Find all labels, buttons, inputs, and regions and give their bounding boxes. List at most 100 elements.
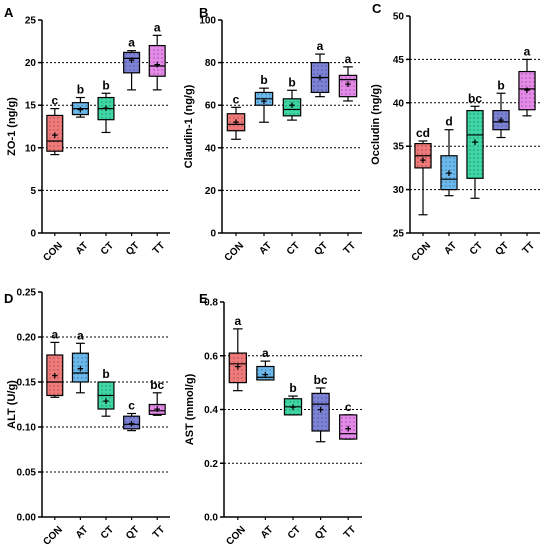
y-tick-label: 0.05 (17, 468, 37, 479)
y-tick-label: 0.6 (204, 351, 218, 362)
significance-letter: b (260, 73, 267, 87)
y-tick-label: 0.00 (17, 513, 37, 524)
box-TT: +a (148, 20, 166, 91)
x-tick-label: CT (285, 240, 302, 257)
significance-letter: b (102, 78, 109, 92)
y-tick-label: 40 (393, 98, 405, 109)
x-tick-label: CON (410, 240, 434, 264)
mean-marker: + (261, 96, 267, 108)
x-tick-label: QT (124, 240, 142, 258)
y-tick-label: 45 (393, 55, 405, 66)
significance-letter: b (288, 75, 295, 89)
significance-letter: a (154, 20, 161, 34)
y-axis-label: Claudin-1 (ng/g) (183, 84, 195, 168)
y-tick-label: 25 (25, 16, 37, 27)
x-tick-label: TT (151, 524, 167, 540)
box-CT: +b (97, 78, 115, 134)
y-axis-label: AST (mmol/g) (184, 373, 196, 445)
y-axis-label: ZO-1 (ng/g) (6, 97, 18, 156)
significance-letter: a (345, 52, 352, 66)
y-tick-label: 25 (393, 229, 405, 240)
box-AT: +b (254, 73, 274, 123)
x-tick-label: CT (468, 240, 485, 257)
box-pattern (339, 75, 357, 97)
y-tick-label: 20 (205, 186, 217, 197)
box-CON: +c (46, 94, 64, 156)
y-tick-label: 15 (25, 101, 37, 112)
mean-marker: + (154, 404, 160, 416)
x-tick-label: QT (124, 524, 142, 542)
mean-marker: + (289, 100, 295, 112)
significance-letter: a (317, 39, 324, 53)
mean-marker: + (317, 73, 323, 85)
mean-marker: + (420, 155, 426, 167)
significance-letter: a (51, 327, 58, 341)
significance-letter: c (128, 399, 135, 413)
x-tick-label: QT (493, 240, 511, 258)
significance-letter: c (345, 400, 352, 414)
box-pattern (149, 404, 166, 415)
mean-marker: + (154, 59, 160, 71)
box-pattern (229, 353, 247, 383)
x-tick-label: AT (74, 524, 91, 541)
box-CT: +b (97, 367, 115, 417)
mean-marker: + (345, 423, 351, 435)
mean-marker: + (233, 117, 239, 129)
y-tick-label: 0 (30, 229, 36, 240)
box-TT: +a (338, 52, 358, 102)
mean-marker: + (262, 370, 268, 382)
box-pattern (440, 155, 458, 190)
box-pattern (123, 416, 140, 429)
mean-marker: + (77, 104, 83, 116)
x-tick-label: AT (74, 240, 91, 257)
box-QT: +a (123, 36, 141, 91)
x-tick-label: AT (257, 240, 274, 257)
x-tick-label: CON (41, 524, 65, 548)
significance-letter: b (102, 367, 109, 381)
y-tick-label: 5 (30, 186, 36, 197)
significance-letter: a (77, 328, 84, 342)
y-tick-label: 0 (210, 229, 216, 240)
y-tick-label: 0.20 (17, 333, 37, 344)
box-pattern (518, 71, 536, 110)
x-tick-label: CON (223, 240, 247, 264)
x-tick-label: TT (151, 240, 167, 256)
box-pattern (46, 115, 63, 152)
y-tick-label: 0.25 (17, 288, 37, 299)
box-CON: +a (46, 327, 64, 398)
significance-letter: a (524, 44, 531, 58)
x-tick-label: CON (224, 524, 248, 548)
y-tick-label: 60 (205, 101, 217, 112)
x-tick-label: TT (342, 240, 358, 256)
mean-marker: + (128, 418, 134, 430)
box-CT: + bc (466, 91, 484, 199)
mean-marker: + (52, 130, 58, 142)
y-tick-label: 20 (25, 58, 37, 69)
box-QT: +a (310, 39, 330, 98)
mean-marker: + (345, 79, 351, 91)
x-tick-label: QT (313, 524, 331, 542)
box-pattern (283, 98, 301, 116)
box-CT: +b (282, 75, 302, 121)
x-tick-label: QT (312, 240, 330, 258)
y-tick-label: 0.2 (204, 459, 218, 470)
y-tick-label: 100 (199, 16, 216, 27)
x-tick-label: CT (286, 524, 303, 541)
box-pattern (339, 414, 357, 440)
y-tick-label: 30 (393, 185, 405, 196)
y-tick-label: 80 (205, 58, 217, 69)
x-tick-label: TT (342, 524, 358, 540)
mean-marker: + (128, 55, 134, 67)
box-TT: + bc (148, 378, 166, 416)
mean-marker: + (317, 405, 323, 417)
x-tick-label: AT (259, 524, 276, 541)
significance-letter: bc (468, 91, 482, 105)
box-QT: + bc (311, 373, 330, 443)
box-CON: + cd (414, 126, 432, 216)
box-AT: +d (440, 115, 458, 197)
box-TT: +a (518, 44, 536, 117)
y-tick-label: 10 (25, 143, 37, 154)
